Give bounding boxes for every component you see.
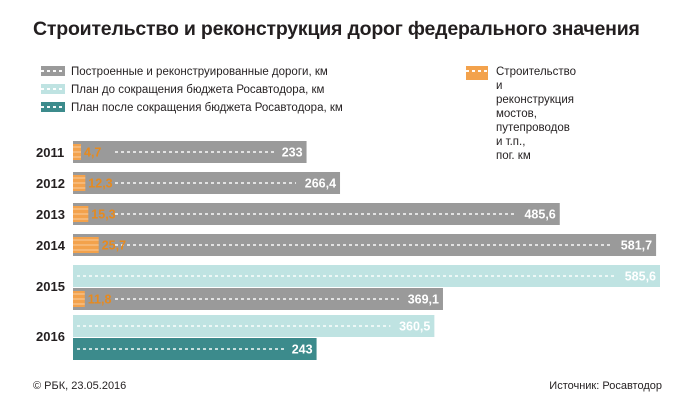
credit-text: © РБК, 23.05.2016: [33, 380, 127, 392]
bridge-label-2011: 4,7: [84, 146, 101, 160]
bar-built-2014: [73, 234, 657, 256]
bridge-label-2012: 12,3: [88, 177, 112, 191]
legend-label-plan-after: План после сокращения бюджета Росавтодор…: [71, 102, 343, 114]
value-label-built-2013: 485,6: [524, 208, 555, 222]
bar-built-2013: [73, 203, 560, 225]
value-label-built-2015: 369,1: [408, 293, 439, 307]
legend-swatch-plan-after: [41, 102, 65, 112]
legend-swatch-built: [41, 66, 65, 76]
legend-swatch-bridges: [466, 66, 488, 80]
value-label-built-2012: 266,4: [305, 177, 336, 191]
legend-label-bridges: Строительство и реконструкция мостов, пу…: [496, 66, 577, 162]
value-label-built-2014: 581,7: [621, 239, 652, 253]
source-text: Источник: Росавтодор: [549, 380, 662, 392]
bridge-label-2013: 15,3: [91, 208, 115, 222]
chart-title: Строительство и реконструкция дорог феде…: [33, 18, 640, 40]
bar-built-2015: [73, 288, 443, 310]
legend-swatch-plan-before: [41, 84, 65, 94]
legend-label-plan-before: План до сокращения бюджета Росавтодора, …: [71, 84, 325, 96]
value-label-built-2011: 233: [282, 146, 303, 160]
bridge-label-2015: 11,8: [88, 293, 112, 307]
year-label-2014: 2014: [36, 238, 66, 253]
year-label-2013: 2013: [36, 207, 65, 222]
bridge-label-2014: 25,7: [102, 239, 126, 253]
value-label-plan_after-2016: 243: [292, 343, 313, 357]
year-label-2016: 2016: [36, 329, 65, 344]
value-label-plan_before-2015: 585,6: [625, 270, 656, 284]
bar-plan_after-2016: [73, 338, 317, 360]
year-label-2015: 2015: [36, 279, 65, 294]
year-label-2011: 2011: [36, 145, 64, 160]
value-label-plan_before-2016: 360,5: [399, 320, 430, 334]
year-label-2012: 2012: [36, 176, 65, 191]
legend-label-built: Построенные и реконструированные дороги,…: [71, 66, 328, 78]
